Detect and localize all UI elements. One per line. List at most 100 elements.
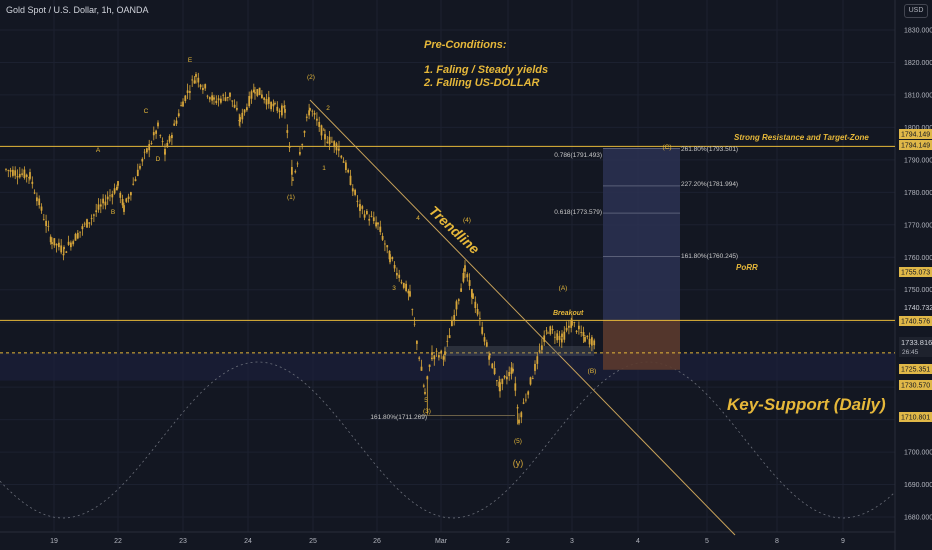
x-tick-label: 23 (179, 538, 187, 545)
price-tag-text: 1755.073 (901, 270, 930, 277)
candle-body (281, 105, 283, 116)
candle-body (354, 189, 356, 195)
candle-body (411, 308, 414, 310)
candle-body (534, 363, 536, 371)
candle-body (65, 251, 68, 253)
candle-body (294, 171, 297, 173)
candle-body (29, 172, 31, 179)
candle-body (580, 332, 583, 333)
resistance-label: Strong Resistance and Target-Zone (734, 133, 869, 142)
candle-body (252, 89, 255, 93)
candle-body (575, 330, 578, 332)
candle-body (127, 196, 130, 200)
preconditions-item-2: 2. Falling US-DOLLAR (423, 77, 540, 89)
x-tick-label: 26 (373, 538, 381, 545)
candle-body (525, 399, 527, 401)
candle-body (448, 335, 451, 339)
candle-body (217, 98, 220, 101)
candle-body (33, 192, 36, 194)
wave-label: D (156, 156, 161, 163)
candle-body (83, 223, 86, 225)
candle-body (446, 340, 449, 342)
candle-body (283, 105, 286, 108)
candle-body (488, 355, 490, 360)
price-tag-text: 1794.149 (901, 132, 930, 139)
candle-body (184, 95, 187, 101)
candle-body (313, 113, 316, 115)
candle-body (152, 132, 155, 136)
candle-body (256, 89, 259, 96)
candle-body (139, 165, 141, 169)
candle-body (485, 342, 488, 347)
candle-body (368, 218, 371, 221)
candle-body (7, 170, 10, 171)
candle-body (571, 319, 573, 326)
candle-body (231, 100, 234, 102)
candle-body (125, 198, 128, 202)
x-tick-label: 4 (636, 538, 640, 545)
candle-body (451, 321, 453, 326)
countdown-text: 26:45 (902, 349, 919, 356)
candle-body (499, 382, 501, 392)
wave-label: (y) (513, 458, 524, 468)
candle-body (426, 376, 429, 380)
candle-body (274, 103, 276, 104)
wave-label: 3 (392, 285, 396, 292)
price-tag-text: 1710.801 (901, 415, 930, 422)
candle-body (211, 95, 213, 101)
candle-body (510, 367, 513, 374)
x-tick-label: Mar (435, 538, 448, 545)
currency-badge[interactable]: USD (904, 4, 928, 18)
candle-body (222, 94, 225, 96)
wave-label: 1 (322, 165, 326, 172)
candle-body (246, 107, 248, 111)
candle-body (516, 407, 519, 409)
candle-body (563, 331, 566, 340)
candle-body (491, 363, 494, 369)
candle-body (351, 188, 354, 192)
candle-body (40, 206, 43, 211)
candle-body (38, 198, 41, 206)
candle-body (202, 87, 204, 91)
candle-body (60, 245, 63, 253)
candle-body (337, 148, 340, 151)
candle-body (88, 222, 91, 224)
candle-body (161, 141, 164, 142)
candle-body (233, 104, 236, 108)
fib-label: 227.20%(1781.994) (681, 181, 738, 188)
candle-body (208, 97, 211, 100)
y-tick-label: 1830.000 (904, 28, 932, 35)
candle-body (150, 142, 153, 144)
candle-body (18, 173, 21, 178)
candle-body (213, 97, 215, 100)
candle-body (72, 241, 75, 245)
candle-body (303, 130, 306, 133)
candle-body (305, 116, 308, 118)
fib-projection-box (603, 148, 680, 321)
candle-body (146, 148, 148, 153)
candle-body (543, 335, 546, 342)
candle-body (76, 232, 79, 239)
x-tick-label: 2 (506, 538, 510, 545)
candle-body (220, 98, 222, 103)
candle-body (479, 318, 481, 319)
candle-body (79, 231, 81, 233)
x-tick-label: 5 (705, 538, 709, 545)
candle-body (182, 101, 184, 107)
candle-body (204, 84, 207, 89)
candle-body (520, 412, 523, 418)
candle-body (241, 112, 244, 120)
x-tick-label: 3 (570, 538, 574, 545)
candle-body (424, 392, 426, 394)
candle-body (215, 100, 218, 104)
candle-body (466, 274, 469, 278)
candle-body (356, 200, 359, 202)
candle-body (331, 141, 333, 143)
candle-body (345, 162, 347, 170)
price-tag-text: 1794.149 (901, 143, 930, 150)
candle-body (391, 257, 394, 260)
candle-body (261, 94, 263, 99)
breakout-label: Breakout (553, 310, 584, 317)
candle-body (483, 337, 486, 342)
